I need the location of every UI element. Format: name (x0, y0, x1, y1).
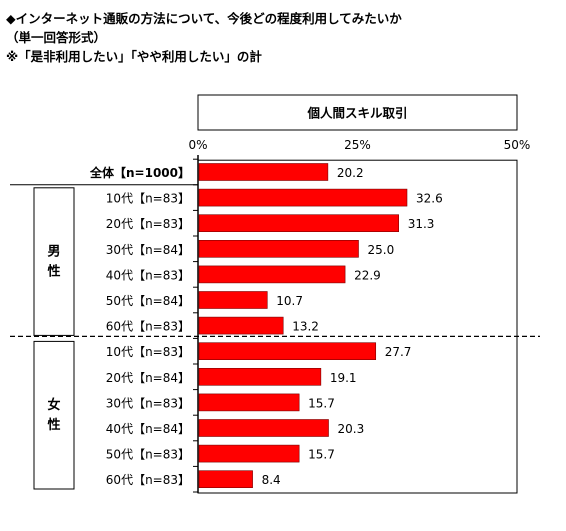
value-label: 19.1 (330, 371, 357, 385)
group-label-female: 女 (47, 397, 60, 413)
bar (198, 291, 268, 309)
bar (198, 470, 253, 489)
chart-title: ◆インターネット通販の方法について、今後どの程度利用してみたいか (6, 11, 402, 26)
category-label: 20代【n=83】 (106, 217, 190, 231)
category-label: 20代【n=84】 (106, 371, 190, 385)
value-label: 25.0 (368, 243, 395, 257)
group-label-male: 性 (47, 264, 60, 280)
bar (198, 393, 300, 412)
value-label: 20.2 (337, 166, 364, 180)
value-label: 15.7 (308, 396, 335, 410)
group-box-male (33, 187, 75, 336)
value-label: 10.7 (276, 294, 303, 308)
category-label: 30代【n=84】 (106, 243, 190, 257)
value-label: 13.2 (292, 320, 319, 334)
group-label-female: 性 (47, 417, 60, 433)
category-label: 60代【n=83】 (106, 473, 190, 487)
bar (198, 188, 408, 207)
bar (198, 163, 329, 181)
bar (198, 214, 399, 232)
x-tick-label: 25% (344, 138, 371, 152)
value-label: 31.3 (408, 217, 435, 231)
bar (198, 265, 346, 284)
category-label: 50代【n=83】 (106, 448, 190, 462)
value-label: 32.6 (416, 192, 443, 206)
bar (198, 444, 300, 463)
x-tick-label: 0% (188, 138, 207, 152)
category-label: 10代【n=83】 (106, 345, 190, 359)
category-label: 50代【n=84】 (106, 294, 190, 308)
bar (198, 240, 359, 258)
bar (198, 419, 329, 437)
value-label: 15.7 (308, 448, 335, 462)
category-label: 40代【n=84】 (106, 422, 190, 436)
group-box-female (33, 340, 75, 490)
group-label-male: 男 (47, 245, 60, 260)
chart-note: ※「是非利用したい」「やや利用したい」の計 (6, 49, 262, 64)
bar (198, 367, 322, 386)
chart-subtitle: （単一回答形式） (6, 30, 107, 45)
bar (198, 316, 284, 335)
category-label: 10代【n=83】 (106, 192, 190, 206)
value-label: 20.3 (338, 422, 365, 436)
value-label: 22.9 (354, 268, 381, 282)
bar (198, 342, 377, 361)
category-label: 60代【n=83】 (106, 320, 190, 334)
value-label: 8.4 (262, 473, 281, 487)
category-label: 全体【n=1000】 (89, 165, 190, 180)
series-header-box (197, 94, 518, 131)
series-header-label: 個人間スキル取引 (306, 106, 407, 121)
value-label: 27.7 (385, 345, 412, 359)
x-tick-label: 50% (504, 138, 531, 152)
category-label: 30代【n=83】 (106, 396, 190, 410)
category-label: 40代【n=83】 (106, 268, 190, 282)
